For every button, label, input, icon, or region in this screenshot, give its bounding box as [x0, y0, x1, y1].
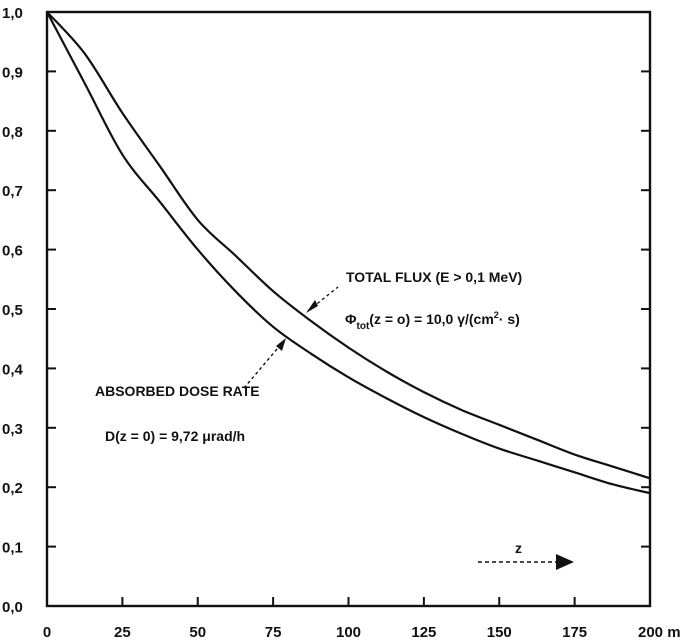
x-tick-label: 50 — [189, 624, 206, 641]
x-axis: 0 25 50 75 100 125 150 175 200 m — [43, 597, 681, 641]
y-axis: 0,0 0,1 0,2 0,3 0,4 0,5 0,6 0,7 0,8 0,9 1,0 — [2, 5, 650, 616]
series-lines — [46, 11, 651, 495]
x-tick-label: 150 — [487, 624, 512, 641]
x-tick-label: 125 — [411, 624, 436, 641]
dose-leader-arrow — [276, 338, 286, 351]
x-tick-label: 100 — [336, 624, 361, 641]
flux-title: TOTAL FLUX (E > 0,1 MeV) — [346, 269, 522, 285]
y-tick-label: 0,4 — [2, 361, 24, 378]
annotations: TOTAL FLUX (E > 0,1 MeV) Φtot(z = o) = 1… — [95, 269, 574, 570]
series-absorbed-dose-line — [46, 11, 651, 495]
x-tick-label: 75 — [265, 624, 282, 641]
x-tick-label: 25 — [114, 624, 131, 641]
y-tick-label: 1,0 — [2, 5, 23, 22]
series-total-flux-line — [46, 11, 651, 480]
y-tick-label: 0,5 — [2, 302, 23, 319]
y-tick-label: 0,7 — [2, 183, 23, 200]
axes — [45, 10, 652, 608]
flux-subscript: tot — [357, 321, 370, 332]
z-label: z — [515, 540, 522, 556]
y-tick-label: 0,8 — [2, 124, 23, 141]
x-tick-label: 175 — [562, 624, 587, 641]
dose-formula: D(z = 0) = 9,72 μrad/h — [105, 428, 245, 444]
flux-formula: Φtot(z = o) = 10,0 γ/(cm2· s) — [345, 310, 520, 332]
y-tick-label: 0,2 — [2, 480, 23, 497]
dose-leader-line — [243, 341, 284, 389]
x-tick-label: 200 m — [638, 624, 681, 641]
y-tick-label: 0,9 — [2, 64, 23, 81]
flux-leader-arrow — [306, 300, 318, 313]
flux-eq-left: (z = o) = 10,0 γ/(cm — [369, 311, 494, 327]
y-tick-label: 0,6 — [2, 243, 23, 260]
y-tick-label: 0,0 — [2, 599, 23, 616]
flux-superscript: 2 — [494, 310, 499, 320]
y-tick-label: 0,3 — [2, 421, 23, 438]
flux-symbol: Φ — [345, 311, 357, 327]
flux-eq-right: · s) — [499, 311, 520, 327]
x-tick-label: 0 — [43, 624, 51, 641]
plot-frame — [45, 10, 652, 608]
dose-title: ABSORBED DOSE RATE — [95, 383, 260, 399]
y-tick-label: 0,1 — [2, 540, 23, 557]
z-arrow-head — [556, 554, 574, 570]
